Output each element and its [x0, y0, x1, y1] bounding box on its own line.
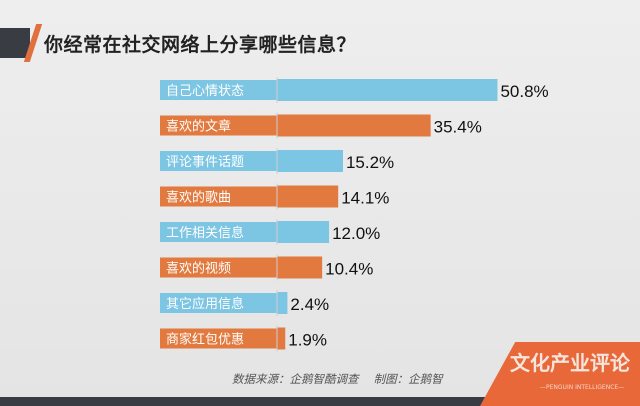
bar — [277, 185, 339, 208]
category-label: 喜欢的视频 — [166, 261, 231, 277]
category-label: 商家红包优惠 — [166, 332, 244, 348]
data-label: 14.1% — [341, 189, 389, 208]
data-label: 10.4% — [325, 260, 373, 279]
category-label-box — [160, 115, 278, 136]
data-label: 12.0% — [332, 224, 380, 243]
data-label: 50.8% — [500, 82, 548, 101]
category-label-box — [160, 80, 278, 100]
watermark-logo-text: 文化产业评论 — [510, 351, 630, 375]
title-decoration-block — [0, 28, 30, 58]
data-label: 2.4% — [290, 295, 329, 314]
footer-bar — [0, 397, 640, 406]
bar — [277, 292, 288, 314]
chart-title: 你经常在社交网络上分享哪些信息？ — [44, 34, 357, 56]
watermark-logo-sub: —PENGUIN INTELLIGENCE— — [540, 384, 625, 391]
data-label: 15.2% — [346, 153, 394, 172]
bar — [277, 327, 286, 350]
category-label-box — [160, 257, 278, 278]
category-label: 喜欢的歌曲 — [166, 190, 231, 206]
category-label: 评论事件话题 — [166, 155, 244, 170]
bar — [277, 256, 323, 279]
bar — [277, 114, 431, 137]
category-label-box — [160, 222, 278, 242]
category-label: 喜欢的文章 — [166, 119, 231, 135]
data-label: 1.9% — [288, 331, 327, 350]
bar — [277, 150, 343, 172]
category-label-box — [160, 293, 278, 313]
source-note: 数据来源：企鹅智酷调查 制图：企鹅智 — [232, 372, 443, 386]
category-label: 自己心情状态 — [166, 84, 244, 99]
category-label: 工作相关信息 — [166, 225, 244, 241]
category-label-box — [160, 151, 278, 171]
data-label: 35.4% — [434, 118, 482, 137]
bar — [277, 221, 330, 243]
category-label-box — [160, 328, 278, 349]
category-label: 其它应用信息 — [166, 296, 244, 312]
bar — [277, 79, 498, 101]
category-label-box — [160, 186, 278, 207]
